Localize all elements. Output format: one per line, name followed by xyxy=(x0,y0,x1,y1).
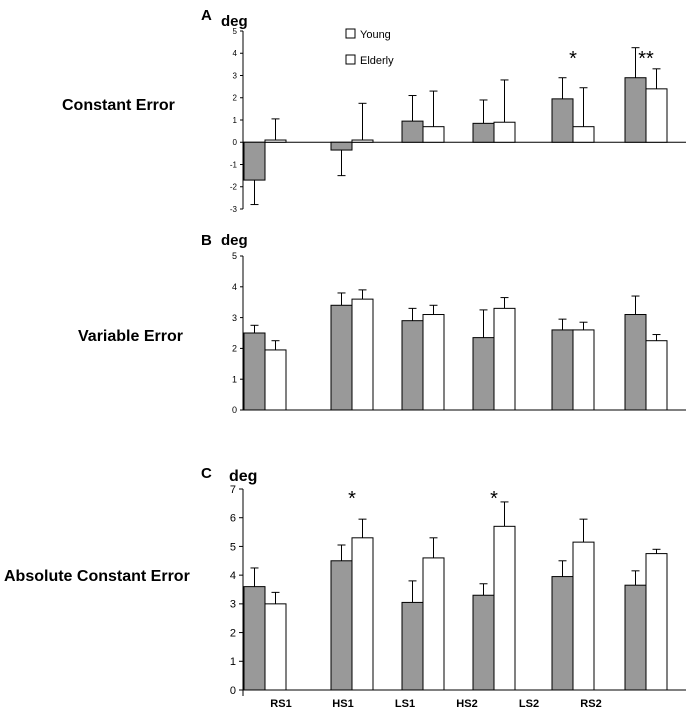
panel-c-category-label: RS2 xyxy=(580,698,601,710)
panel-b-bar-young xyxy=(401,320,424,411)
panel-a-unit-label: deg xyxy=(221,13,248,30)
panel-c-bar-elderly xyxy=(351,537,374,691)
panel-a-bar-elderly xyxy=(422,126,445,143)
panel-a-legend-swatch xyxy=(345,54,356,65)
panel-a-y-tick-label: -3 xyxy=(230,205,238,214)
panel-b-bar-young xyxy=(624,314,647,411)
panel-a-significance-marker: ** xyxy=(638,48,654,70)
panel-b-bar-young xyxy=(472,337,495,411)
panel-b-y-tick-label: 1 xyxy=(232,374,237,384)
panel-c-letter: C xyxy=(201,465,212,482)
panel-a-y-tick-label: 2 xyxy=(233,94,238,103)
panel-b-bar-young xyxy=(243,332,266,411)
panel-c-bar-elderly xyxy=(645,553,668,691)
panel-a-bar-young xyxy=(472,122,495,143)
panel-a-legend-label: Elderly xyxy=(360,55,394,67)
panel-c-bar-young xyxy=(330,560,353,691)
panel-a-y-tick-label: -2 xyxy=(230,183,238,192)
panel-c-bar-elderly xyxy=(493,525,516,691)
panel-a-legend-label: Young xyxy=(360,29,391,41)
panel-c-category-label: HS2 xyxy=(456,698,477,710)
panel-b-bar-elderly xyxy=(422,314,445,411)
panel-b-y-tick-label: 3 xyxy=(232,313,237,323)
panel-c-y-tick-label: 0 xyxy=(230,685,236,697)
panel-c-y-tick-label: 4 xyxy=(230,570,236,582)
panel-a-significance-marker: * xyxy=(569,48,577,70)
panel-c-unit-label: deg xyxy=(229,468,257,485)
panel-c-significance-marker: * xyxy=(348,488,356,510)
panel-c-bar-young xyxy=(472,594,495,691)
panel-c-y-tick-label: 6 xyxy=(230,513,236,525)
row-label-constant-error: Constant Error xyxy=(62,97,175,114)
panel-a-bar-elderly xyxy=(645,88,668,143)
panel-b-bar-elderly xyxy=(572,329,595,411)
panel-b-y-tick-label: 4 xyxy=(232,282,237,292)
panel-c-bar-elderly xyxy=(572,541,595,691)
panel-a-y-tick-label: 3 xyxy=(233,71,238,80)
panel-a-y-tick-label: 4 xyxy=(233,49,238,58)
panel-c-bar-young xyxy=(624,584,647,691)
panel-c-category-label: LS1 xyxy=(395,698,415,710)
row-label-absolute-constant-error: Absolute Constant Error xyxy=(4,568,190,585)
panel-c-y-tick-label: 5 xyxy=(230,541,236,553)
row-label-variable-error: Variable Error xyxy=(78,328,183,345)
panel-a-letter: A xyxy=(201,7,212,24)
panel-a-bar-young xyxy=(551,98,574,143)
panel-b-letter: B xyxy=(201,232,212,249)
panel-b-unit-label: deg xyxy=(221,232,248,249)
panel-b-bar-elderly xyxy=(645,340,668,411)
panel-b-bar-elderly xyxy=(264,349,287,411)
panel-a-y-tick-label: 5 xyxy=(233,27,238,36)
panel-b-bar-young xyxy=(330,304,353,411)
panel-c-y-tick-label: 1 xyxy=(230,656,236,668)
panel-a-bar-young xyxy=(243,141,266,181)
panel-c-bar-elderly xyxy=(264,603,287,691)
panel-c-bar-elderly xyxy=(422,557,445,691)
panel-c-y-tick-label: 2 xyxy=(230,627,236,639)
panel-a-legend-swatch xyxy=(345,28,356,39)
panel-b-y-tick-label: 5 xyxy=(232,251,237,261)
panel-a-y-tick-label: -1 xyxy=(230,160,238,169)
panel-a-y-tick-label: 0 xyxy=(233,138,238,147)
panel-a-bar-young xyxy=(624,77,647,143)
panel-c-category-label: HS1 xyxy=(332,698,353,710)
panel-b-y-tick-label: 2 xyxy=(232,344,237,354)
panel-c-y-tick-label: 7 xyxy=(230,484,236,496)
panel-c-bar-young xyxy=(243,586,266,691)
panel-b-bar-elderly xyxy=(351,298,374,411)
panel-a-bar-young xyxy=(330,141,353,151)
panel-b-y-tick-label: 0 xyxy=(232,405,237,415)
panel-b-bar-young xyxy=(551,329,574,411)
panel-a-bar-elderly xyxy=(351,139,374,143)
panel-a-bar-elderly xyxy=(493,121,516,143)
panel-a-bar-young xyxy=(401,120,424,143)
panel-b-bar-elderly xyxy=(493,307,516,411)
panel-c-category-label: LS2 xyxy=(519,698,539,710)
panel-a-bar-elderly xyxy=(264,139,287,143)
panel-c-significance-marker: * xyxy=(490,488,498,510)
panel-a-bar-elderly xyxy=(572,126,595,143)
panel-c-y-tick-label: 3 xyxy=(230,599,236,611)
panel-a-y-tick-label: 1 xyxy=(233,116,238,125)
panel-c-category-label: RS1 xyxy=(270,698,291,710)
panel-c-bar-young xyxy=(401,601,424,691)
panel-c-bar-young xyxy=(551,576,574,691)
